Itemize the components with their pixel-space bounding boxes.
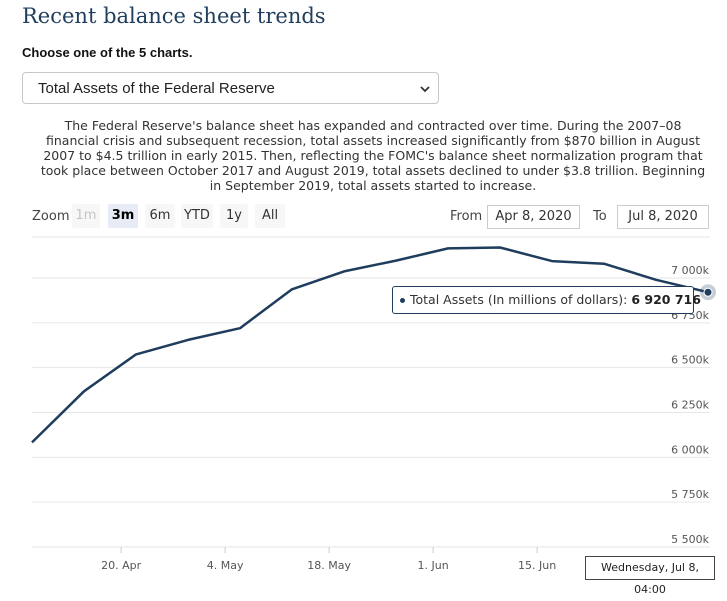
y-tick-label: 6 500k: [671, 354, 709, 367]
range-to-input[interactable]: Jul 8, 2020: [617, 205, 709, 229]
zoom-3m-button[interactable]: 3m: [108, 204, 138, 228]
zoom-1y-button[interactable]: 1y: [220, 204, 248, 228]
x-tick-label: 4. May: [207, 559, 244, 572]
zoom-1m-button[interactable]: 1m: [72, 204, 100, 228]
x-axis-labels: 20. Apr 4. May 18. May 1. Jun 15. Jun: [101, 547, 556, 572]
x-tick-label: 18. May: [307, 559, 351, 572]
date-tooltip: Wednesday, Jul 8, 04:00: [585, 556, 715, 596]
y-tick-label: 6 000k: [671, 443, 709, 456]
chart-select[interactable]: Total Assets of the Federal Reserve: [22, 72, 439, 104]
total-assets-line: [31, 246, 709, 444]
x-tick-label: 1. Jun: [418, 559, 449, 572]
tooltip-series-label: Total Assets (In millions of dollars):: [410, 292, 628, 307]
tooltip-value: 6 920 716: [631, 292, 701, 307]
chart-grid: [32, 236, 710, 548]
zoom-6m-button[interactable]: 6m: [145, 204, 175, 228]
zoom-all-button[interactable]: All: [255, 204, 285, 228]
range-from-label: From: [450, 209, 483, 224]
zoom-label: Zoom: [32, 209, 70, 224]
chart-select-value: Total Assets of the Federal Reserve: [38, 80, 275, 97]
chevron-down-icon: [420, 86, 430, 93]
y-tick-label: 5 750k: [671, 488, 709, 501]
zoom-ytd-button[interactable]: YTD: [181, 204, 213, 228]
hover-point: [703, 287, 713, 297]
y-tick-label: 6 250k: [671, 399, 709, 412]
tooltip-marker: [400, 298, 405, 303]
range-from-input[interactable]: Apr 8, 2020: [487, 205, 580, 229]
range-to-label: To: [593, 209, 607, 224]
page-title: Recent balance sheet trends: [22, 4, 326, 28]
chart-series: [31, 246, 716, 444]
x-tick-label: 20. Apr: [101, 559, 141, 572]
chart-chooser-label: Choose one of the 5 charts.: [22, 45, 193, 60]
series-tooltip: Total Assets (In millions of dollars): 6…: [392, 286, 701, 314]
chart-description: The Federal Reserve's balance sheet has …: [40, 118, 706, 193]
y-tick-label: 7 000k: [671, 264, 709, 277]
x-tick-label: 15. Jun: [518, 559, 556, 572]
y-tick-label: 5 500k: [671, 533, 709, 546]
